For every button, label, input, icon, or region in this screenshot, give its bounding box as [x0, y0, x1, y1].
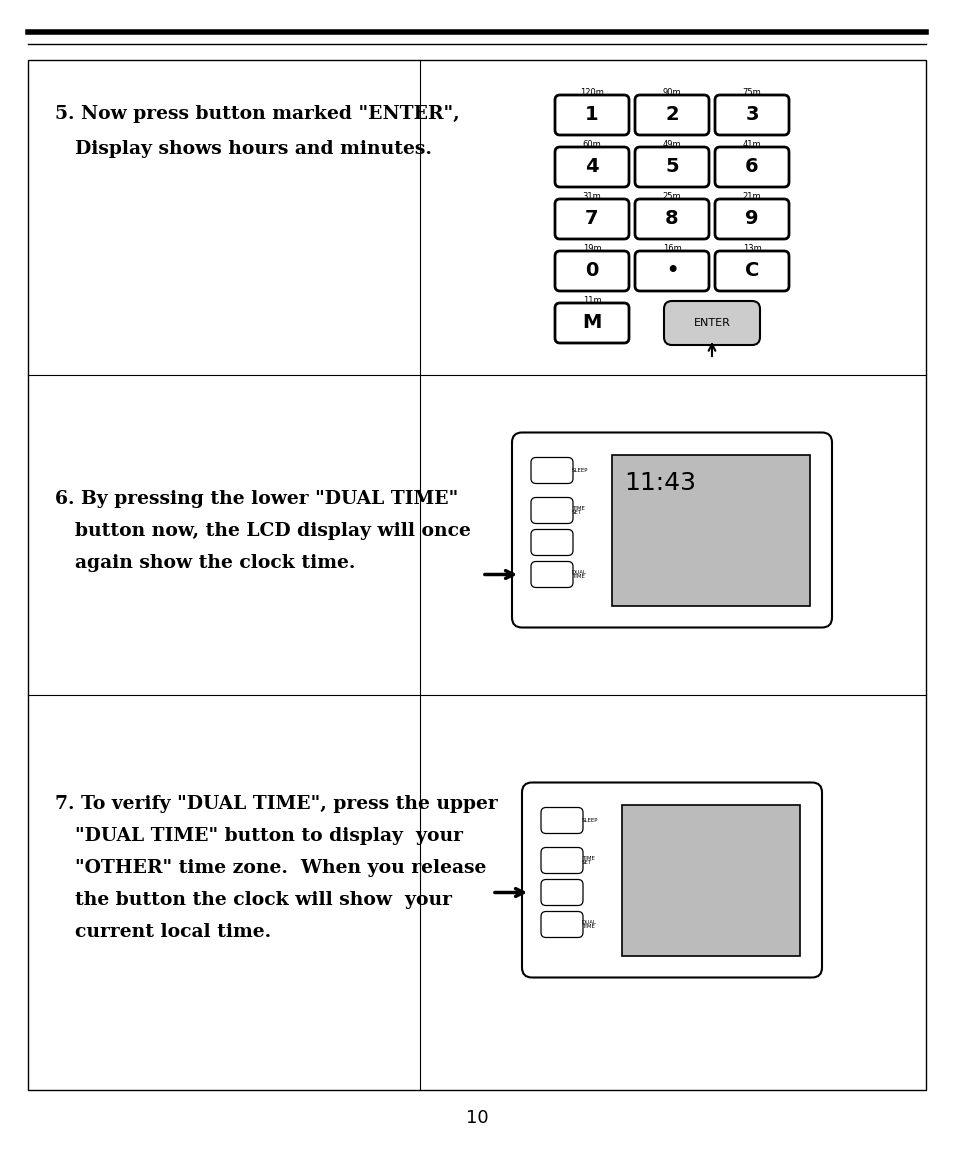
FancyBboxPatch shape	[540, 879, 582, 906]
Text: M: M	[581, 313, 601, 333]
FancyBboxPatch shape	[521, 782, 821, 977]
FancyBboxPatch shape	[635, 199, 708, 239]
FancyBboxPatch shape	[512, 432, 831, 627]
Text: 25m: 25m	[662, 192, 680, 201]
Text: 11m: 11m	[582, 296, 600, 305]
Text: 10: 10	[465, 1109, 488, 1127]
Text: 21m: 21m	[741, 192, 760, 201]
FancyBboxPatch shape	[555, 303, 628, 343]
Text: SLEEP: SLEEP	[581, 818, 598, 824]
Text: SLEEP: SLEEP	[572, 468, 588, 474]
Text: 2: 2	[664, 105, 679, 125]
Text: 41m: 41m	[741, 140, 760, 149]
FancyBboxPatch shape	[555, 251, 628, 291]
FancyBboxPatch shape	[635, 251, 708, 291]
Text: 6. By pressing the lower "DUAL TIME": 6. By pressing the lower "DUAL TIME"	[55, 490, 457, 508]
Text: 13m: 13m	[741, 244, 760, 253]
Text: TIME
SET: TIME SET	[581, 856, 595, 865]
Text: 19m: 19m	[582, 244, 600, 253]
Text: 6: 6	[744, 157, 758, 177]
Text: Display shows hours and minutes.: Display shows hours and minutes.	[75, 140, 432, 158]
Text: 7. To verify "DUAL TIME", press the upper: 7. To verify "DUAL TIME", press the uppe…	[55, 795, 497, 813]
Text: TIME
SET: TIME SET	[572, 506, 584, 515]
Text: 4: 4	[584, 157, 598, 177]
FancyBboxPatch shape	[540, 807, 582, 834]
Text: 75m: 75m	[741, 88, 760, 97]
FancyBboxPatch shape	[531, 498, 573, 523]
Text: 1: 1	[584, 105, 598, 125]
Text: 5. Now press button marked "ENTER",: 5. Now press button marked "ENTER",	[55, 105, 459, 122]
FancyBboxPatch shape	[635, 95, 708, 135]
FancyBboxPatch shape	[612, 455, 809, 605]
Text: 5: 5	[664, 157, 679, 177]
Text: 3: 3	[744, 105, 758, 125]
FancyBboxPatch shape	[555, 95, 628, 135]
FancyBboxPatch shape	[531, 529, 573, 556]
Text: 31m: 31m	[582, 192, 600, 201]
Text: ENTER: ENTER	[693, 318, 730, 328]
Text: 8: 8	[664, 209, 679, 229]
FancyBboxPatch shape	[531, 561, 573, 588]
Text: 49m: 49m	[662, 140, 680, 149]
Text: 16m: 16m	[662, 244, 680, 253]
FancyBboxPatch shape	[555, 199, 628, 239]
Text: 60m: 60m	[582, 140, 600, 149]
Text: DUAL
TIME: DUAL TIME	[572, 569, 586, 580]
FancyBboxPatch shape	[714, 251, 788, 291]
Text: 11:43: 11:43	[623, 470, 696, 494]
FancyBboxPatch shape	[540, 911, 582, 938]
Text: C: C	[744, 261, 759, 281]
FancyBboxPatch shape	[663, 301, 760, 345]
Text: •: •	[665, 261, 678, 281]
Text: current local time.: current local time.	[75, 923, 271, 941]
Text: 0: 0	[585, 261, 598, 281]
Text: "OTHER" time zone.  When you release: "OTHER" time zone. When you release	[75, 859, 486, 877]
FancyBboxPatch shape	[714, 147, 788, 187]
FancyBboxPatch shape	[714, 199, 788, 239]
FancyBboxPatch shape	[621, 805, 800, 955]
Text: 7: 7	[584, 209, 598, 229]
FancyBboxPatch shape	[540, 848, 582, 873]
Text: 90m: 90m	[662, 88, 680, 97]
FancyBboxPatch shape	[714, 95, 788, 135]
Text: button now, the LCD display will once: button now, the LCD display will once	[75, 522, 471, 541]
FancyBboxPatch shape	[531, 457, 573, 484]
Text: the button the clock will show  your: the button the clock will show your	[75, 891, 452, 909]
Text: 9: 9	[744, 209, 758, 229]
FancyBboxPatch shape	[28, 60, 925, 1090]
Text: 120m: 120m	[579, 88, 603, 97]
Text: "DUAL TIME" button to display  your: "DUAL TIME" button to display your	[75, 827, 462, 845]
Text: again show the clock time.: again show the clock time.	[75, 554, 355, 572]
FancyBboxPatch shape	[555, 147, 628, 187]
Text: DUAL
TIME: DUAL TIME	[581, 919, 597, 930]
FancyBboxPatch shape	[635, 147, 708, 187]
